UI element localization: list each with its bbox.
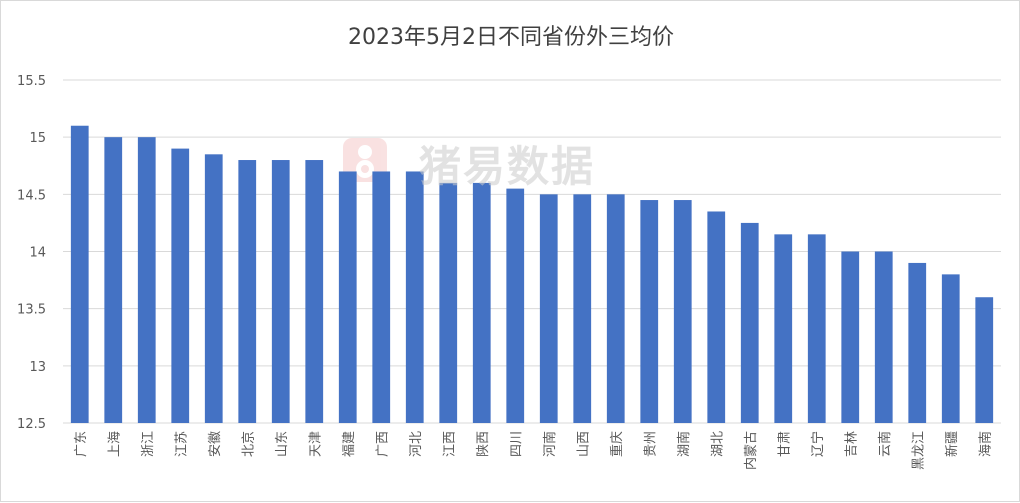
bar <box>941 274 960 423</box>
bar <box>673 200 692 423</box>
x-tick-label: 云南 <box>877 431 893 457</box>
x-tick-label: 江苏 <box>173 431 189 457</box>
bar <box>740 222 759 423</box>
bar <box>539 194 558 423</box>
bar <box>640 200 659 423</box>
bar <box>372 171 391 423</box>
bar <box>238 160 257 424</box>
x-tick-label: 海南 <box>977 431 993 457</box>
y-tick-label: 14 <box>29 246 46 261</box>
bar <box>137 137 156 423</box>
y-tick-label: 13 <box>29 360 46 375</box>
bar <box>405 171 424 423</box>
x-tick-label: 河南 <box>542 431 558 457</box>
x-tick-label: 重庆 <box>609 431 625 457</box>
x-tick-label: 山西 <box>576 431 591 457</box>
bar <box>70 125 89 423</box>
y-tick-label: 14.5 <box>17 188 46 203</box>
bar <box>104 137 123 423</box>
bar <box>908 262 927 423</box>
x-tick-label: 贵州 <box>643 431 658 457</box>
x-tick-label: 广东 <box>74 431 89 457</box>
x-tick-label: 辽宁 <box>810 431 826 457</box>
x-tick-label: 新疆 <box>944 431 960 457</box>
y-tick-label: 12.5 <box>17 417 46 432</box>
bar <box>707 211 726 423</box>
x-tick-label: 河北 <box>409 431 424 457</box>
bar <box>338 171 357 423</box>
bar <box>874 251 893 423</box>
x-tick-label: 甘肃 <box>777 431 792 457</box>
x-tick-label: 内蒙古 <box>743 431 759 470</box>
bar <box>841 251 860 423</box>
watermark-text: 猪易数据 <box>419 142 596 191</box>
bar <box>472 182 491 423</box>
bar <box>774 234 793 423</box>
x-tick-label: 福建 <box>342 431 357 457</box>
x-tick-label: 四川 <box>509 431 524 457</box>
y-tick-label: 13.5 <box>17 303 46 318</box>
x-tick-label: 湖南 <box>676 431 692 457</box>
x-tick-label: 山东 <box>275 431 290 457</box>
y-tick-label: 15.5 <box>17 74 46 89</box>
x-tick-label: 浙江 <box>141 431 156 457</box>
y-tick-label: 15 <box>29 131 46 146</box>
x-tick-label: 广西 <box>375 431 390 457</box>
bar <box>573 194 592 423</box>
x-tick-label: 吉林 <box>844 431 859 457</box>
bar <box>305 160 324 424</box>
bar <box>271 160 290 424</box>
x-tick-label: 天津 <box>308 431 323 457</box>
x-tick-label: 陕西 <box>476 431 491 457</box>
x-tick-label: 黑龙江 <box>911 431 926 470</box>
x-tick-label: 北京 <box>241 431 256 457</box>
bar <box>506 188 525 423</box>
bar <box>975 297 994 423</box>
chart-title: 2023年5月2日不同省份外三均价 <box>348 25 674 50</box>
x-tick-label: 湖北 <box>710 431 725 457</box>
x-tick-label: 安徽 <box>208 431 223 457</box>
x-tick-label: 上海 <box>107 431 122 457</box>
bar <box>439 182 458 423</box>
x-tick-label: 江西 <box>442 431 457 457</box>
bar <box>171 148 190 423</box>
bar <box>204 154 223 424</box>
bar <box>807 234 826 423</box>
bar <box>606 194 625 423</box>
pig-logo-icon <box>343 138 387 182</box>
